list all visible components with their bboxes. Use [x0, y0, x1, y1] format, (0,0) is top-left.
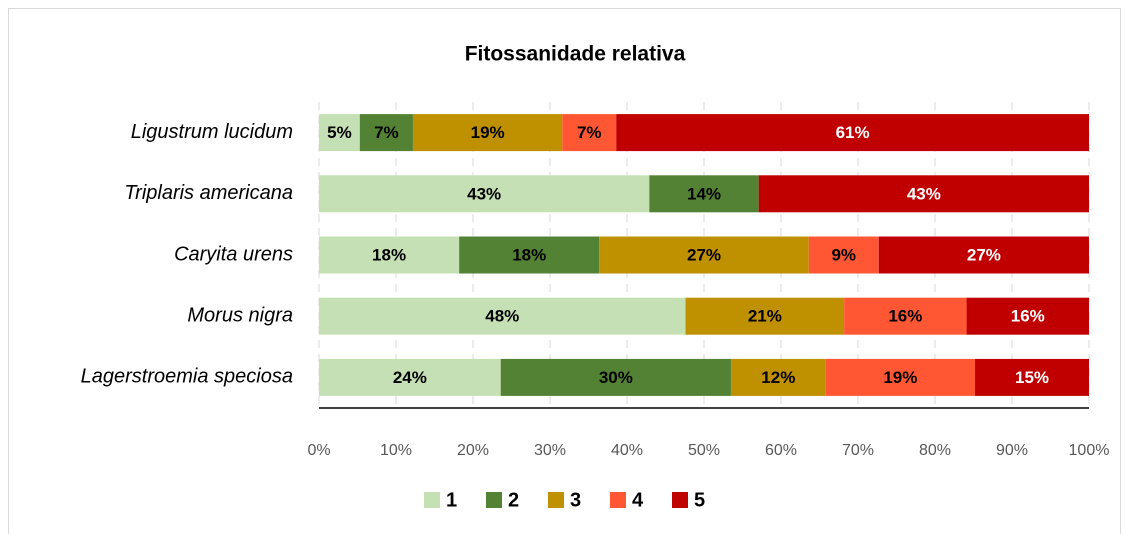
x-tick-label: 70%	[842, 442, 874, 459]
legend-swatch	[486, 492, 502, 508]
category-label: Ligustrum lucidum	[131, 121, 293, 143]
bar-segment	[459, 236, 600, 274]
bar-segment	[730, 358, 826, 396]
legend-label: 4	[632, 489, 644, 511]
data-label: 19%	[471, 123, 505, 142]
x-tick-label: 100%	[1069, 442, 1110, 459]
bar-segment	[844, 297, 967, 335]
data-label: 24%	[393, 368, 427, 387]
bar-segment	[319, 114, 360, 152]
bar-segment	[685, 297, 845, 335]
data-label: 7%	[374, 123, 399, 142]
data-label: 7%	[577, 123, 602, 142]
bar-segment	[808, 236, 879, 274]
bar-segment	[966, 297, 1089, 335]
bar-segment	[878, 236, 1089, 274]
data-label: 9%	[831, 245, 856, 264]
data-label: 12%	[761, 368, 795, 387]
category-label: Lagerstroemia speciosa	[81, 366, 293, 388]
bar-segment	[319, 297, 686, 335]
bar-segment	[649, 175, 759, 213]
legend-swatch	[672, 492, 688, 508]
data-label: 30%	[599, 368, 633, 387]
data-label: 43%	[467, 184, 501, 203]
data-label: 14%	[687, 184, 721, 203]
data-label: 48%	[485, 307, 519, 326]
x-tick-label: 50%	[688, 442, 720, 459]
bar-segment	[500, 358, 731, 396]
bar-segment	[319, 175, 650, 213]
legend-label: 3	[570, 489, 581, 511]
data-label: 18%	[372, 245, 406, 264]
legend-swatch	[548, 492, 564, 508]
legend-swatch	[424, 492, 440, 508]
legend-label: 2	[508, 489, 519, 511]
data-label: 27%	[967, 245, 1001, 264]
data-label: 18%	[512, 245, 546, 264]
bar-segment	[825, 358, 976, 396]
x-tick-label: 90%	[996, 442, 1028, 459]
data-label: 19%	[883, 368, 917, 387]
category-label: Caryita urens	[174, 243, 293, 265]
data-label: 27%	[687, 245, 721, 264]
data-label: 16%	[888, 307, 922, 326]
legend-swatch	[610, 492, 626, 508]
bar-segment	[319, 358, 501, 396]
chart-title: Fitossanidade relativa	[465, 43, 686, 66]
bar-segment	[975, 358, 1089, 396]
legend-label: 5	[694, 489, 705, 511]
x-tick-label: 10%	[380, 442, 412, 459]
x-tick-label: 0%	[307, 442, 330, 459]
bar-segment	[616, 114, 1089, 152]
bar-segment	[319, 236, 460, 274]
legend-label: 1	[446, 489, 457, 511]
bar-segment	[412, 114, 563, 152]
data-label: 21%	[748, 307, 782, 326]
x-tick-label: 20%	[457, 442, 489, 459]
data-label: 43%	[907, 184, 941, 203]
data-label: 15%	[1015, 368, 1049, 387]
category-label: Triplaris americana	[124, 182, 293, 204]
x-tick-label: 30%	[534, 442, 566, 459]
x-tick-label: 80%	[919, 442, 951, 459]
bar-segment	[562, 114, 617, 152]
category-label: Morus nigra	[187, 304, 293, 326]
bar-segment	[599, 236, 809, 274]
x-tick-label: 40%	[611, 442, 643, 459]
bar-segment	[359, 114, 413, 152]
data-label: 61%	[836, 123, 870, 142]
bar-segment	[758, 175, 1089, 213]
data-label: 16%	[1011, 307, 1045, 326]
data-label: 5%	[327, 123, 352, 142]
x-tick-label: 60%	[765, 442, 797, 459]
